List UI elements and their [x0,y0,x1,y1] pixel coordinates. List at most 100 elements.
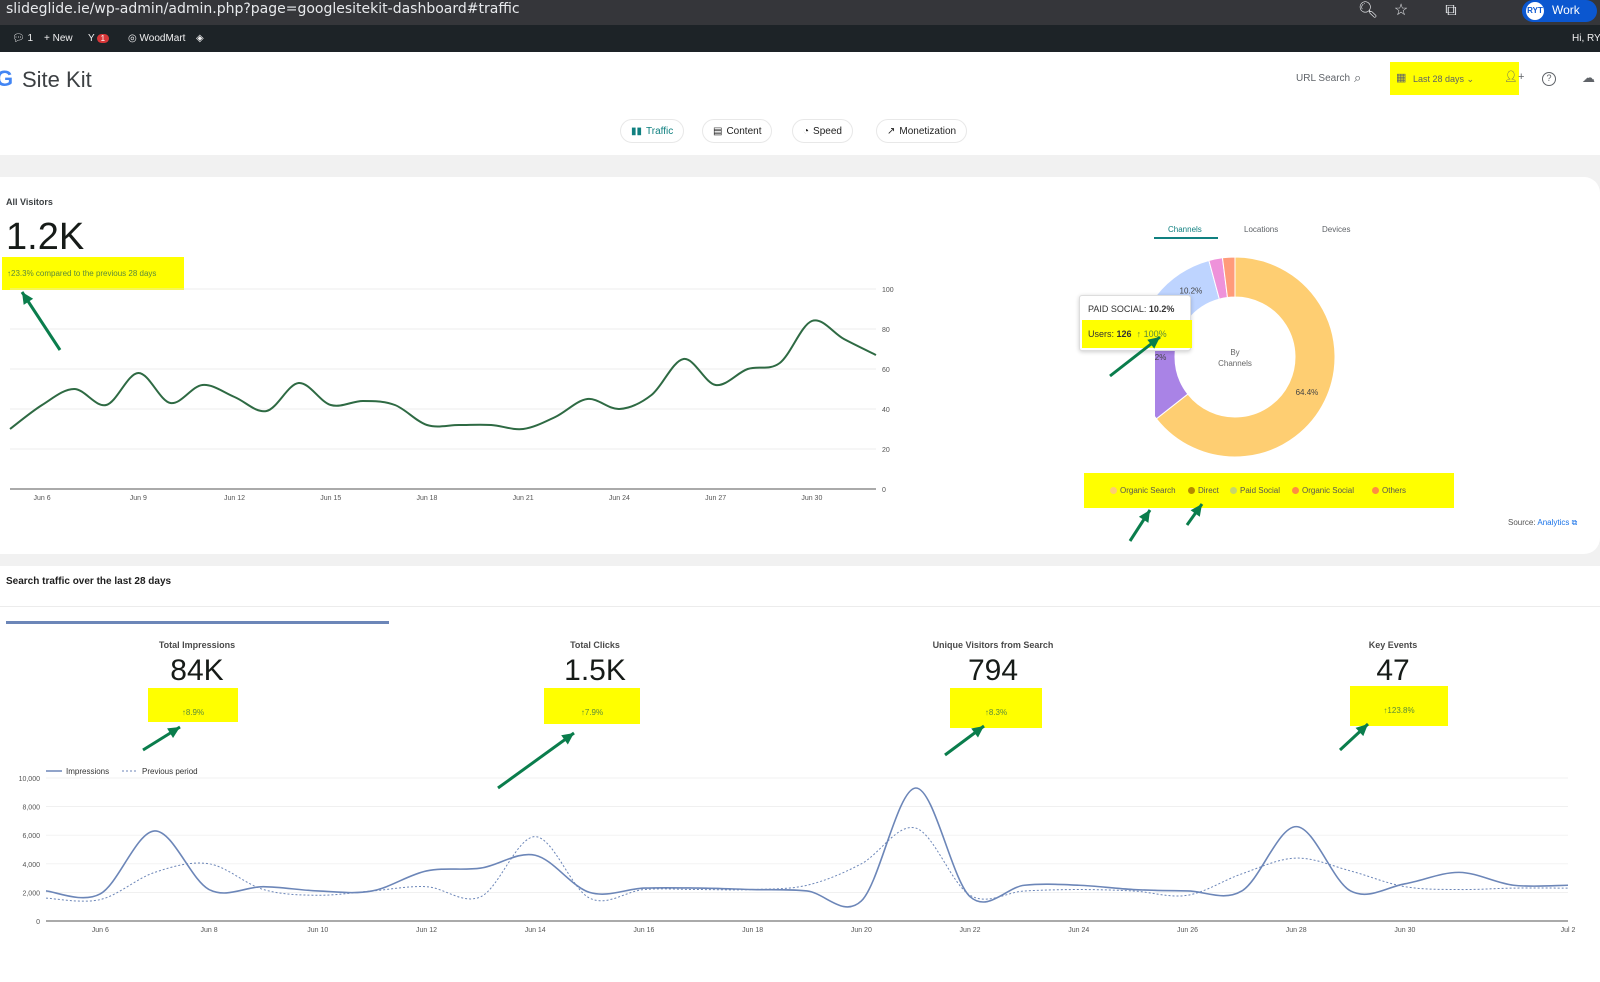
nav-speed-label: Speed [813,126,842,137]
divider [0,606,1600,607]
yoast-badge: 1 [96,34,110,43]
tab-locations[interactable]: Locations [1244,225,1279,234]
slice-label: 10.2% [1180,286,1203,295]
nav-content[interactable]: ▤ Content [702,119,773,143]
address-bar[interactable]: slideglide.ie/wp-admin/admin.php?page=go… [6,1,520,17]
legend-item[interactable]: Paid Social [1230,486,1280,495]
tab-active-indicator [1154,237,1218,239]
nav-speed[interactable]: ◔ Speed [792,119,853,143]
x-tick-label: Jun 26 [1177,927,1198,934]
new-content-link[interactable]: + New [44,33,73,44]
nav-monetization[interactable]: ↗ Monetization [876,119,968,143]
comments-count: 1 [27,33,34,44]
zoom-icon[interactable]: 🔍︎ [1357,2,1379,19]
search-traffic-line-chart: 0 2,000 4,000 6,000 8,000 10,000 Jun 6 Jun 8 Jun… [19,767,1576,934]
woodmart-link[interactable]: ◎ WoodMart [128,33,185,44]
tab-channels[interactable]: Channels [1168,225,1202,234]
legend-previous-label: Previous period [142,767,198,776]
legend-label: Paid Social [1240,486,1281,495]
all-visitors-label: All Visitors [6,197,53,207]
metric-change-highlight: ↑123.8% [1350,686,1448,726]
browser-toolbar: slideglide.ie/wp-admin/admin.php?page=go… [0,0,1600,25]
search-icon[interactable]: ⌕ [1354,70,1362,85]
tooltip-title: PAID SOCIAL: 10.2% [1088,304,1175,314]
date-range-selector[interactable]: ▦ Last 28 days ⌄ [1390,62,1519,95]
x-tick-label: Jun 20 [851,927,872,934]
metric-label: Unique Visitors from Search [932,640,1054,650]
diamond-icon[interactable]: ◈ [196,33,204,44]
search-traffic-card: Search traffic over the last 28 days Tot… [0,566,1600,982]
sitekit-header: G Site Kit URL Search ⌕ ▦ Last 28 days ⌄… [0,52,1600,155]
external-link-icon[interactable]: ⧉ [1571,518,1578,527]
nav-monetization-label: Monetization [899,126,957,137]
metric-label: Key Events [1368,640,1418,650]
comments-link[interactable]: 💬︎ 1 [12,33,33,44]
y-tick-label: 100 [882,287,894,294]
active-metric-indicator [6,621,389,624]
legend-item[interactable]: Organic Social [1292,486,1354,495]
profile-label: Work [1552,3,1580,17]
metric-change: ↑7.9% [580,708,604,717]
visitors-change: ↑23.3% compared to the previous 28 days [7,269,157,278]
metric-change-highlight: ↑7.9% [544,688,640,724]
legend-dot [1372,487,1379,494]
user-greeting[interactable]: Hi, RY [1572,33,1600,44]
legend-item[interactable]: Organic Search [1110,486,1176,495]
donut-center-label: By [1230,348,1239,357]
x-tick-label: Jun 8 [201,927,218,934]
content-icon: ▤ [713,126,723,137]
tab-devices[interactable]: Devices [1322,225,1351,234]
x-tick-label: Jun 18 [742,927,763,934]
metric-change-highlight: ↑8.3% [950,688,1042,728]
channels-legend: Organic Search Direct Paid Social Organic S… [1084,473,1454,508]
profile-button[interactable]: RYT Work [1522,0,1597,22]
help-icon[interactable]: ? [1542,72,1556,86]
metric-change: ↑8.3% [984,708,1008,717]
y-tick-label: 4,000 [22,862,40,869]
date-range-label: Last 28 days ⌄ [1413,74,1475,84]
y-tick-label: 0 [36,919,40,926]
impressions-line [45,787,1569,908]
add-user-icon[interactable]: 👤︎+ [1504,71,1525,83]
profile-avatar: RYT [1526,2,1544,20]
x-tick-label: Jun 30 [801,495,822,502]
x-tick-label: Jul 2 [1561,927,1576,934]
legend-item[interactable]: Others [1372,486,1406,495]
y-tick-label: 8,000 [22,805,40,812]
account-avatar-icon[interactable]: ☁ [1582,70,1595,85]
plus-icon: + [44,33,50,44]
nav-traffic[interactable]: ▮▮ Traffic [620,119,685,143]
visitors-card: All Visitors 1.2K ↑23.3% compared to the… [0,177,1600,554]
x-tick-label: Jun 6 [92,927,109,934]
analytics-link[interactable]: Analytics [1537,518,1570,527]
x-tick-label: Jun 12 [416,927,437,934]
yoast-icon: Y [88,33,95,44]
y-tick-label: 40 [882,407,890,414]
visitors-line-chart: 0 20 40 60 80 100 Jun 6 Jun 9 Jun 12 Jun 15 Jun 18… [9,287,894,502]
calendar-icon: ▦ [1396,72,1407,84]
y-tick-label: 60 [882,367,890,374]
x-tick-label: Jun 15 [320,495,341,502]
legend-item[interactable]: Direct [1188,486,1219,495]
slice-label: 64.4% [1296,388,1319,397]
source-note: Source: Analytics ⧉ [1508,518,1578,527]
metric-change: ↑123.8% [1383,706,1415,715]
x-tick-label: Jun 24 [609,495,630,502]
y-tick-label: 20 [882,447,890,454]
all-visitors-value: 1.2K [6,216,85,258]
new-label: New [52,33,73,44]
slice-label: 21.2% [1155,353,1166,362]
donut-center-label: Channels [1218,359,1252,368]
x-tick-label: Jun 9 [130,495,147,502]
bookmark-star-icon[interactable]: ☆ [1393,2,1409,19]
y-tick-label: 0 [882,487,886,494]
legend-impressions-label: Impressions [66,767,109,776]
metric-change-highlight: ↑8.9% [148,688,238,722]
legend-dot [1110,487,1117,494]
extensions-icon[interactable]: ⧉ [1445,2,1457,19]
url-search-label[interactable]: URL Search [1296,73,1351,84]
x-tick-label: Jun 10 [307,927,328,934]
legend-label: Organic Social [1302,486,1355,495]
